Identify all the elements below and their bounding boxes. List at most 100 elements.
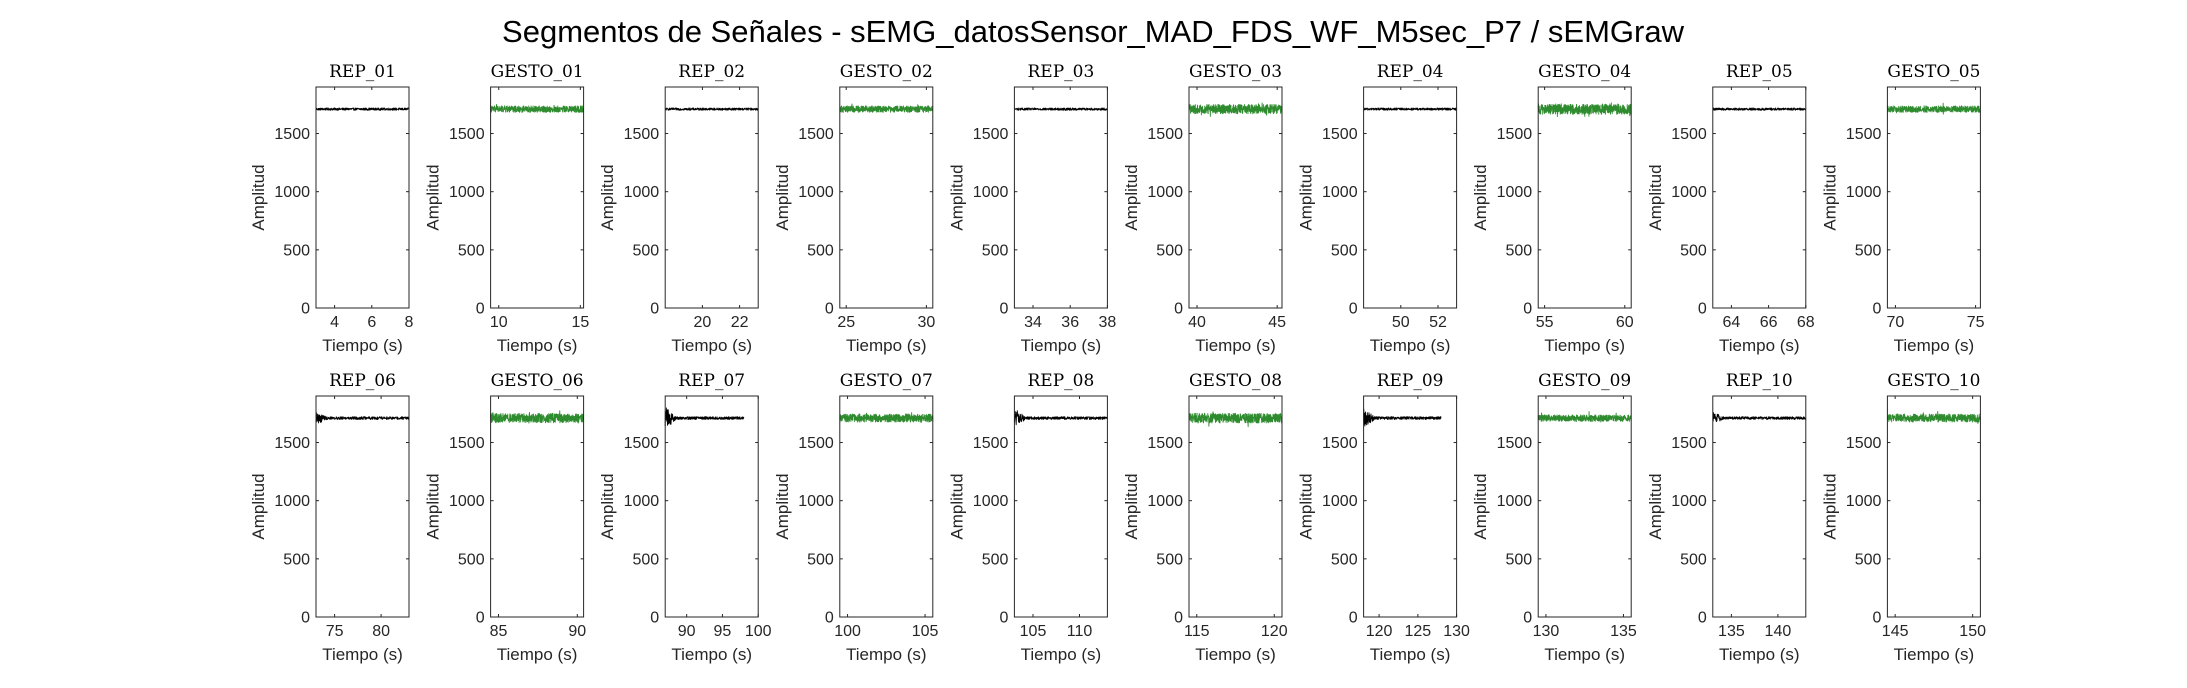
- axes-box: [839, 86, 934, 309]
- signal-line-gesto: [1537, 411, 1632, 423]
- x-tick-label: 115: [1184, 623, 1210, 640]
- y-tick-label: 500: [1505, 551, 1532, 568]
- y-tick-label: 0: [301, 301, 310, 318]
- x-tick-label: 140: [1765, 623, 1792, 640]
- y-tick-label: 1500: [973, 126, 1009, 143]
- x-tick-label: 70: [1887, 314, 1905, 331]
- signal-line-gesto: [1188, 102, 1283, 117]
- subplot-rep-10: 135 140 0 500 1000 1500 REP_10 Tiempo (s) Amplit…: [1646, 371, 1807, 664]
- x-tick-label: 40: [1188, 314, 1206, 331]
- axes-box: [1013, 86, 1108, 309]
- signal-line-gesto: [1188, 411, 1283, 428]
- x-tick-label: 120: [1366, 623, 1393, 640]
- y-tick-label: 1000: [1147, 493, 1183, 510]
- y-tick-label: 1500: [449, 126, 485, 143]
- x-tick-label: 150: [1959, 623, 1986, 640]
- signal-line-rep: [1363, 107, 1458, 111]
- y-tick-label: 0: [1523, 610, 1532, 627]
- subplot-rep-05: 64 66 68 0 500 1000 1500 REP_05 Tiempo (s) Amplit…: [1646, 62, 1815, 355]
- y-tick-label: 0: [301, 610, 310, 627]
- y-tick-label: 500: [283, 242, 310, 259]
- y-tick-label: 1500: [1671, 435, 1707, 452]
- y-tick-label: 1000: [449, 184, 485, 201]
- x-tick-label: 36: [1061, 314, 1079, 331]
- subplot-rep-08: 105 110 0 500 1000 1500 REP_08 Tiempo (s) Amplit…: [947, 371, 1108, 664]
- signal-line-rep: [664, 407, 745, 427]
- y-tick-label: 500: [632, 242, 659, 259]
- y-tick-label: 0: [650, 610, 659, 627]
- subplot-title: REP_08: [1028, 371, 1095, 391]
- y-tick-label: 1500: [1671, 126, 1707, 143]
- y-tick-label: 1000: [1846, 184, 1882, 201]
- y-tick-label: 500: [1505, 242, 1532, 259]
- y-tick-label: 0: [1349, 301, 1358, 318]
- subplot-gesto-04: 55 60 0 500 1000 1500 GESTO_04 Tiempo (s) Amplit…: [1471, 62, 1634, 355]
- y-tick-label: 1000: [274, 493, 310, 510]
- y-tick-label: 1500: [798, 126, 834, 143]
- y-tick-label: 500: [632, 551, 659, 568]
- y-axis-label: Amplitud: [1297, 164, 1316, 230]
- x-axis-label: Tiempo (s): [846, 336, 927, 355]
- y-tick-label: 0: [1349, 610, 1358, 627]
- axes-box: [1537, 395, 1632, 618]
- y-tick-label: 0: [825, 610, 834, 627]
- subplot-title: GESTO_01: [491, 62, 584, 82]
- subplot-rep-02: 20 22 0 500 1000 1500 REP_02 Tiempo (s) Amplitud: [598, 62, 759, 355]
- x-tick-label: 135: [1718, 623, 1745, 640]
- x-tick-label: 68: [1797, 314, 1815, 331]
- x-tick-label: 66: [1760, 314, 1778, 331]
- y-axis-label: Amplitud: [249, 164, 268, 230]
- subplot-title: REP_04: [1377, 62, 1444, 82]
- y-tick-label: 500: [807, 551, 834, 568]
- subplot-title: GESTO_04: [1538, 62, 1631, 82]
- x-tick-label: 10: [490, 314, 508, 331]
- y-axis-label: Amplitud: [947, 473, 966, 539]
- subplot-title: REP_07: [678, 371, 745, 391]
- y-tick-label: 1000: [1147, 184, 1183, 201]
- subplot-title: GESTO_08: [1189, 371, 1282, 391]
- y-tick-label: 1500: [1846, 126, 1882, 143]
- y-axis-label: Amplitud: [1646, 164, 1665, 230]
- y-tick-label: 1000: [798, 184, 834, 201]
- x-tick-label: 130: [1443, 623, 1470, 640]
- x-tick-label: 130: [1533, 623, 1560, 640]
- signal-line-gesto: [1886, 102, 1981, 115]
- subplot-gesto-03: 40 45 0 500 1000 1500 GESTO_03 Tiempo (s) Amplit…: [1122, 62, 1286, 355]
- x-tick-label: 105: [1020, 623, 1047, 640]
- y-tick-label: 1500: [1497, 435, 1533, 452]
- y-tick-label: 1000: [449, 493, 485, 510]
- y-tick-label: 1000: [973, 493, 1009, 510]
- y-axis-label: Amplitud: [773, 164, 792, 230]
- y-tick-label: 500: [1855, 551, 1882, 568]
- axes-box: [664, 395, 759, 618]
- x-tick-label: 64: [1723, 314, 1741, 331]
- subplot-title: REP_02: [678, 62, 745, 82]
- y-tick-label: 0: [1872, 301, 1881, 318]
- y-tick-label: 0: [999, 610, 1008, 627]
- x-tick-label: 90: [568, 623, 586, 640]
- y-tick-label: 1000: [624, 493, 660, 510]
- x-tick-label: 125: [1404, 623, 1431, 640]
- subplot-title: REP_09: [1377, 371, 1444, 391]
- axes-box: [1712, 395, 1807, 618]
- y-axis-label: Amplitud: [1646, 473, 1665, 539]
- signal-line-rep: [315, 412, 410, 424]
- x-tick-label: 6: [367, 314, 376, 331]
- x-axis-label: Tiempo (s): [1544, 336, 1625, 355]
- subplot-gesto-07: 100 105 0 500 1000 1500 GESTO_07 Tiempo (s) Ampl…: [773, 371, 939, 664]
- x-tick-label: 4: [330, 314, 339, 331]
- signal-line-rep: [315, 107, 410, 111]
- x-tick-label: 110: [1067, 623, 1093, 640]
- y-tick-label: 1000: [973, 184, 1009, 201]
- x-axis-label: Tiempo (s): [1894, 645, 1975, 664]
- signal-line-rep: [1013, 107, 1108, 111]
- y-axis-label: Amplitud: [1820, 164, 1839, 230]
- subplot-rep-09: 120 125 130 0 500 1000 1500 REP_09 Tiempo (s) Amp…: [1297, 371, 1470, 664]
- x-axis-label: Tiempo (s): [1894, 336, 1975, 355]
- x-tick-label: 50: [1392, 314, 1410, 331]
- x-tick-label: 34: [1024, 314, 1042, 331]
- axes-box: [1712, 86, 1807, 309]
- subplot-title: GESTO_07: [840, 371, 933, 391]
